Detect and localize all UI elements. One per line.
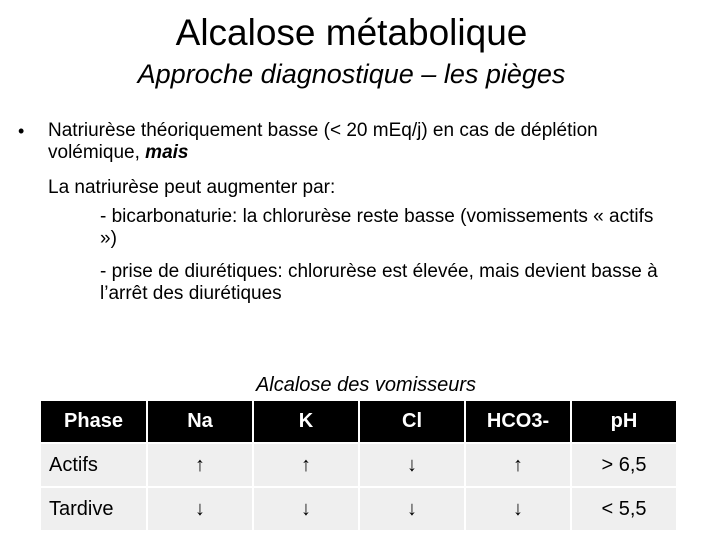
- paragraph-natriurese-augmenter: La natriurèse peut augmenter par:: [48, 177, 336, 198]
- cell-na: ↑: [147, 443, 254, 488]
- subpoint-bicarbonaturie: - bicarbonaturie: la chlorurèse reste ba…: [100, 206, 654, 249]
- paragraph-natriurese-basse: Natriurèse théoriquement basse (< 20 mEq…: [48, 120, 668, 164]
- cell-cl: ↓: [359, 487, 466, 532]
- subpoint-diuretiques: - prise de diurétiques: chlorurèse est é…: [100, 261, 658, 304]
- cell-cl: ↓: [359, 443, 466, 488]
- table-header-row: Phase Na K Cl HCO3- pH: [41, 401, 678, 444]
- cell-ph: < 5,5: [571, 487, 678, 532]
- cell-k: ↑: [253, 443, 360, 488]
- cell-hco3: ↑: [465, 443, 572, 488]
- cell-ph: > 6,5: [571, 443, 678, 488]
- cell-phase: Actifs: [41, 443, 148, 488]
- table-row: Tardive ↓ ↓ ↓ ↓ < 5,5: [41, 487, 678, 532]
- cell-na: ↓: [147, 487, 254, 532]
- cell-phase: Tardive: [41, 487, 148, 532]
- header-phase: Phase: [41, 401, 148, 444]
- cell-hco3: ↓: [465, 487, 572, 532]
- bullet-marker: •: [18, 121, 25, 141]
- table-row: Actifs ↑ ↑ ↓ ↑ > 6,5: [41, 443, 678, 488]
- paragraph-text: Natriurèse théoriquement basse (< 20 mEq…: [48, 120, 598, 163]
- emphasis-mais: mais: [145, 142, 189, 163]
- header-cl: Cl: [359, 401, 466, 444]
- header-hco3: HCO3-: [465, 401, 572, 444]
- cell-k: ↓: [253, 487, 360, 532]
- slide-title: Alcalose métabolique: [175, 12, 528, 53]
- header-k: K: [253, 401, 360, 444]
- slide-subtitle: Approche diagnostique – les pièges: [137, 59, 566, 89]
- header-ph: pH: [571, 401, 678, 444]
- table-caption: Alcalose des vomisseurs: [255, 374, 477, 396]
- header-na: Na: [147, 401, 254, 444]
- vomisseurs-table: Phase Na K Cl HCO3- pH Actifs ↑ ↑ ↓ ↑ > …: [41, 401, 678, 532]
